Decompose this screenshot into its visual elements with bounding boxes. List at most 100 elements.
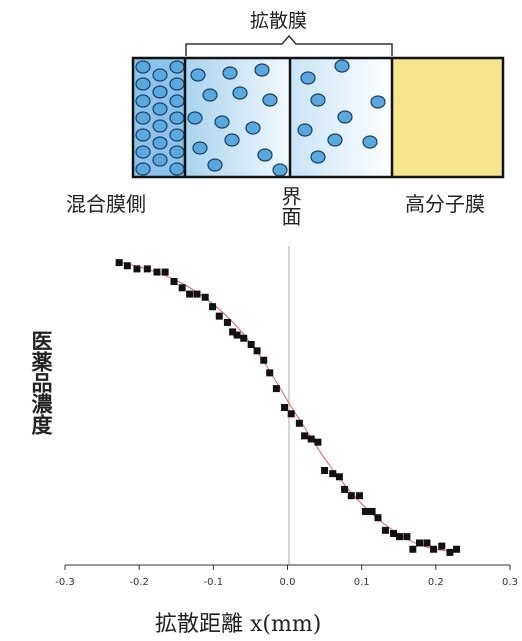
x-tick-label: -0.3 — [55, 577, 75, 588]
data-point — [314, 439, 321, 446]
molecule — [338, 111, 352, 123]
data-point — [374, 514, 381, 521]
molecule — [193, 142, 207, 154]
molecule — [255, 64, 269, 76]
molecule — [170, 146, 184, 158]
data-point — [416, 539, 423, 546]
molecule — [191, 69, 205, 81]
data-point — [348, 492, 355, 499]
molecule — [170, 112, 184, 124]
x-tick-label: 0.3 — [502, 577, 518, 588]
y-axis-label: 医薬品濃度 — [26, 330, 56, 435]
data-point — [341, 486, 348, 493]
molecule — [136, 112, 150, 124]
data-point — [409, 546, 416, 553]
data-point — [234, 332, 241, 339]
data-point — [301, 432, 308, 439]
data-point — [194, 291, 201, 298]
molecule — [153, 69, 167, 81]
data-point — [254, 347, 261, 354]
data-point — [362, 508, 369, 515]
molecule — [273, 164, 287, 176]
molecule — [311, 94, 325, 106]
data-point — [382, 527, 389, 534]
x-tick-label: -0.1 — [204, 577, 224, 588]
data-point — [273, 385, 280, 392]
data-point — [153, 269, 160, 276]
molecule — [136, 61, 150, 73]
molecule — [233, 87, 247, 99]
molecule — [215, 116, 229, 128]
data-point — [438, 543, 445, 550]
brace — [186, 36, 392, 56]
molecule — [263, 94, 277, 106]
data-point — [171, 278, 178, 285]
x-axis-label: 拡散距離 x(mm) — [155, 606, 321, 638]
data-point — [453, 546, 460, 553]
data-point — [133, 265, 140, 272]
data-point — [430, 546, 437, 553]
data-point — [403, 533, 410, 540]
molecule — [136, 95, 150, 107]
molecule — [170, 61, 184, 73]
data-point — [266, 369, 273, 376]
molecule — [246, 122, 260, 134]
interface-label: 界面 — [278, 186, 302, 226]
figure: -0.3-0.2-0.10.00.10.20.3 — [0, 0, 522, 641]
data-point — [186, 291, 193, 298]
data-point — [248, 341, 255, 348]
molecule — [153, 137, 167, 149]
data-point — [224, 319, 231, 326]
data-point — [369, 508, 376, 515]
x-tick-label: -0.2 — [129, 577, 149, 588]
data-point — [240, 335, 247, 342]
molecule — [203, 89, 217, 101]
molecule — [311, 151, 325, 163]
molecule — [153, 86, 167, 98]
x-tick-label: 0.2 — [428, 577, 444, 588]
molecule — [371, 96, 385, 108]
data-point — [356, 492, 363, 499]
molecule — [363, 136, 377, 148]
polymer-region — [392, 58, 503, 177]
data-point — [321, 467, 328, 474]
data-point — [260, 357, 267, 364]
right-label: 高分子膜 — [405, 188, 485, 217]
molecule — [136, 146, 150, 158]
data-point — [288, 410, 295, 417]
data-point — [116, 259, 123, 266]
molecule — [335, 60, 349, 72]
data-point — [329, 470, 336, 477]
data-point — [216, 313, 223, 320]
x-tick-label: 0.1 — [354, 577, 370, 588]
data-point — [209, 303, 216, 310]
molecule — [223, 67, 237, 79]
molecule — [153, 120, 167, 132]
data-point — [336, 473, 343, 480]
molecule — [188, 112, 202, 124]
data-point — [446, 549, 453, 556]
data-point — [308, 436, 315, 443]
molecule — [136, 163, 150, 175]
molecule — [136, 129, 150, 141]
data-point — [144, 265, 151, 272]
data-point — [179, 284, 186, 291]
data-point — [423, 539, 430, 546]
data-point — [396, 533, 403, 540]
data-point — [162, 269, 169, 276]
molecule — [153, 154, 167, 166]
left-label: 混合膜側 — [66, 188, 146, 217]
molecule — [170, 129, 184, 141]
molecule — [170, 78, 184, 90]
data-point — [281, 404, 288, 411]
molecule — [170, 163, 184, 175]
molecule — [328, 134, 342, 146]
molecule — [301, 72, 315, 84]
membrane-diagram — [133, 36, 503, 177]
data-point — [124, 262, 131, 269]
membrane-title: 拡散膜 — [250, 6, 307, 33]
data-point — [296, 420, 303, 427]
molecule — [208, 159, 222, 171]
molecule — [225, 134, 239, 146]
molecule — [258, 149, 272, 161]
